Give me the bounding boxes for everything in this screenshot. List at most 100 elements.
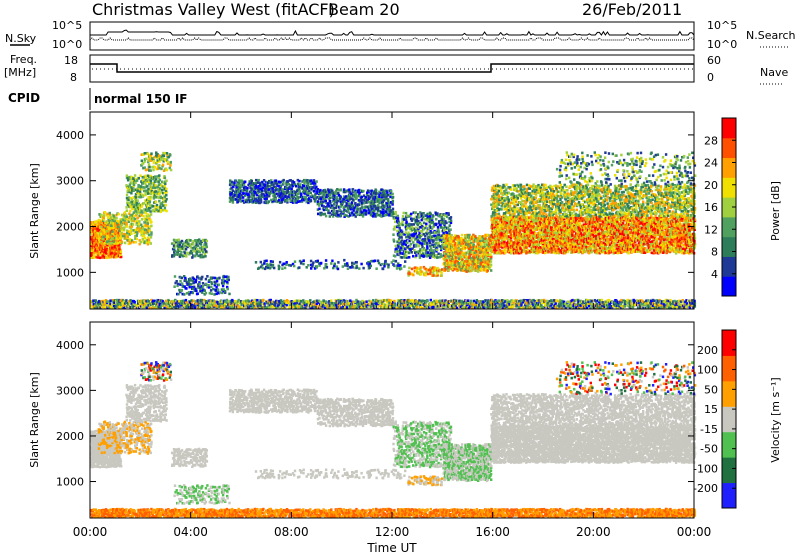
power-cell [109, 244, 112, 247]
power-cell [360, 198, 364, 202]
power-cell [489, 239, 492, 242]
power-cell [230, 191, 233, 195]
power-cell [420, 218, 423, 222]
power-cell [314, 197, 317, 200]
power-cell [340, 203, 343, 207]
power-cell [394, 254, 397, 258]
power-cell [453, 254, 457, 257]
power-cell [409, 224, 412, 228]
power-cell [363, 201, 367, 205]
power-cell [332, 198, 336, 201]
power-cell [540, 219, 544, 223]
power-cell [310, 186, 313, 189]
power-cell [564, 224, 567, 227]
power-cell [110, 221, 113, 224]
power-cell [453, 263, 456, 267]
power-cell [128, 203, 132, 206]
power-cell [444, 238, 447, 242]
power-cell [433, 254, 437, 257]
power-cell [439, 213, 442, 216]
power-cell [429, 215, 432, 218]
power-cell [306, 193, 310, 197]
power-cell [255, 199, 259, 203]
power-cell [351, 198, 355, 201]
power-cell [128, 201, 132, 205]
power-cell [459, 255, 463, 259]
power-cell [470, 251, 473, 254]
power-cell [141, 179, 145, 182]
power-cell [181, 243, 185, 246]
power-cell [198, 246, 202, 250]
power-cell [559, 249, 562, 252]
power-cell [181, 292, 184, 296]
power-cell [556, 215, 559, 219]
power-cell [131, 205, 134, 208]
power-cell [123, 228, 126, 231]
power-cell [328, 211, 331, 215]
power-cell [482, 236, 485, 240]
power-cell [242, 201, 246, 204]
power-cell [436, 256, 439, 259]
power-cell [222, 281, 226, 284]
power-cell [440, 234, 443, 237]
power-cell [419, 222, 423, 226]
power-cell [274, 182, 277, 185]
power-cell [394, 210, 397, 214]
power-cell [196, 250, 199, 254]
power-cell [557, 243, 560, 246]
power-cell [272, 198, 275, 201]
power-cell [139, 240, 143, 244]
power-cell [336, 188, 339, 191]
power-cell [449, 221, 453, 225]
power-cell [498, 227, 502, 230]
power-cell [377, 205, 380, 209]
power-cell [149, 197, 152, 201]
power-cell [558, 225, 561, 228]
power-cell [411, 233, 414, 236]
power-cell [501, 244, 505, 247]
power-cell [463, 265, 467, 269]
power-cell [153, 190, 156, 194]
power-cell [297, 196, 300, 199]
power-cell [411, 227, 415, 230]
power-cell [446, 247, 449, 251]
power-cell [202, 288, 205, 292]
power-cell [487, 263, 490, 266]
power-cell [556, 239, 560, 243]
power-cell [321, 200, 325, 203]
power-cell [544, 217, 547, 220]
power-cell [552, 227, 556, 231]
power-cell [565, 243, 569, 247]
power-cell [111, 232, 114, 235]
power-cell [195, 243, 198, 246]
power-cell [410, 251, 413, 254]
power-cell [384, 204, 387, 207]
power-cell [92, 255, 95, 259]
power-cell [530, 222, 533, 225]
power-cell [286, 186, 289, 190]
power-cell [472, 247, 475, 250]
power-cell [91, 235, 94, 239]
power-cell [114, 240, 117, 243]
power-cell [149, 179, 153, 182]
power-cell [142, 162, 145, 165]
power-cell [376, 209, 380, 213]
power-cell [415, 250, 419, 254]
power-cell [291, 201, 295, 204]
power-cell [527, 236, 530, 240]
power-cell [113, 217, 116, 221]
power-cell [430, 231, 433, 234]
power-cell [244, 180, 247, 184]
power-cell [371, 210, 375, 214]
power-cell [500, 244, 503, 248]
power-cell [443, 229, 446, 232]
power-cell [407, 239, 410, 243]
power-cell [480, 246, 483, 250]
power-cell [332, 208, 335, 212]
power-cell [133, 179, 136, 182]
power-cell [250, 179, 253, 183]
power-cell [506, 220, 509, 224]
power-cell [562, 237, 566, 241]
power-cell [215, 285, 218, 289]
power-cell [203, 243, 206, 246]
